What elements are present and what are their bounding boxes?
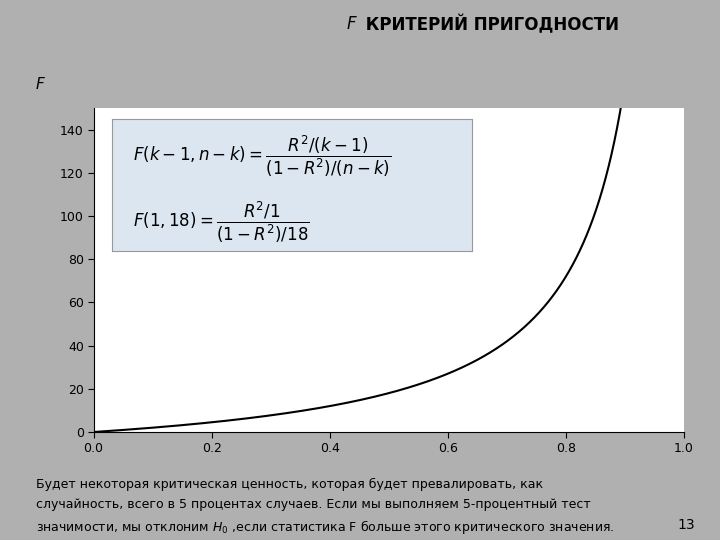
Text: $F(k-1,n-k)=\dfrac{R^2/(k-1)}{(1-R^2)/(n-k)}$: $F(k-1,n-k)=\dfrac{R^2/(k-1)}{(1-R^2)/(n… xyxy=(133,133,392,179)
Text: $F(1,18)=\dfrac{R^2/1}{(1-R^2)/18}$: $F(1,18)=\dfrac{R^2/1}{(1-R^2)/18}$ xyxy=(133,199,310,245)
Text: значимости, мы отклоним $H_0$ ,если статистика F больше этого критического значе: значимости, мы отклоним $H_0$ ,если стат… xyxy=(36,518,614,536)
Text: $\mathit{F}$: $\mathit{F}$ xyxy=(35,76,46,92)
Text: Будет некоторая критическая ценность, которая будет превалировать, как: Будет некоторая критическая ценность, ко… xyxy=(36,478,543,491)
Text: $\mathit{F}$: $\mathit{F}$ xyxy=(346,16,358,33)
Text: КРИТЕРИЙ ПРИГОДНОСТИ: КРИТЕРИЙ ПРИГОДНОСТИ xyxy=(360,15,619,34)
Text: 13: 13 xyxy=(678,518,695,532)
Text: случайность, всего в 5 процентах случаев. Если мы выполняем 5-процентный тест: случайность, всего в 5 процентах случаев… xyxy=(36,498,590,511)
